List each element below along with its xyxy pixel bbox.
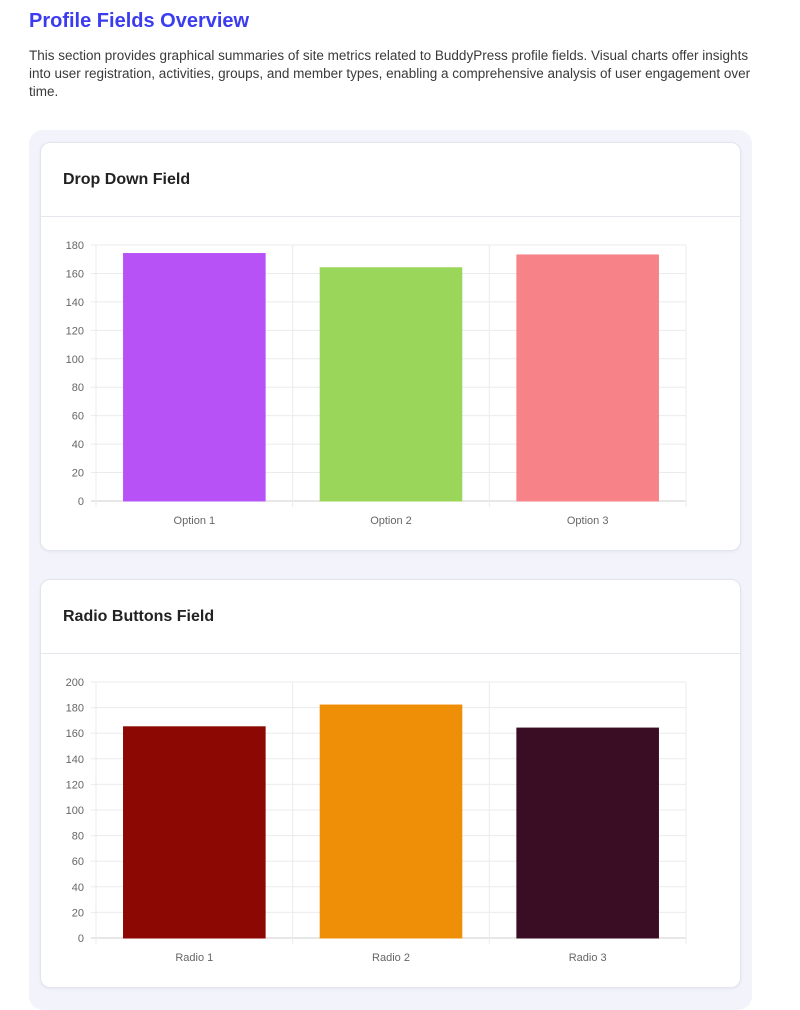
y-tick-label: 180 (66, 703, 84, 715)
y-tick-label: 0 (78, 933, 84, 945)
x-tick-label: Radio 1 (175, 952, 213, 964)
bar (319, 704, 463, 939)
y-tick-label: 160 (66, 268, 84, 280)
radio-buttons-field-card: Radio Buttons Field 0 20 40 60 80 100 120 140 16… (40, 579, 741, 988)
y-tick-label: 140 (66, 297, 84, 309)
x-tick-label: Option 1 (174, 515, 216, 527)
y-tick-label: 120 (66, 325, 84, 337)
y-tick-label: 40 (72, 882, 84, 894)
y-tick-label: 60 (72, 856, 84, 868)
y-tick-label: 40 (72, 439, 84, 451)
y-tick-label: 60 (72, 411, 84, 423)
y-tick-label: 80 (72, 382, 84, 394)
page-title: Profile Fields Overview (29, 10, 250, 32)
x-tick-label: Option 3 (567, 515, 609, 527)
page-description: This section provides graphical summarie… (29, 48, 751, 99)
y-tick-label: 0 (78, 496, 84, 508)
radio-buttons-field-chart: 0 20 40 60 80 100 120 140 160 180 200 Radio 1 Radio … (66, 677, 687, 964)
y-tick-label: 180 (66, 240, 84, 252)
x-tick-label: Option 2 (370, 515, 412, 527)
chart-title: Radio Buttons Field (63, 607, 215, 625)
y-tick-label: 140 (66, 754, 84, 766)
card-header: Drop Down Field (41, 143, 740, 217)
y-tick-label: 160 (66, 728, 84, 740)
bar (516, 254, 659, 502)
y-tick-label: 20 (72, 468, 84, 480)
y-tick-label: 100 (66, 354, 84, 366)
card-header: Radio Buttons Field (41, 580, 740, 654)
y-tick-label: 200 (66, 677, 84, 689)
bar (123, 253, 266, 502)
x-tick-label: Radio 2 (372, 952, 410, 964)
bar (516, 727, 659, 939)
bar (319, 267, 463, 502)
y-tick-label: 120 (66, 779, 84, 791)
y-tick-label: 20 (72, 907, 84, 919)
y-tick-label: 80 (72, 831, 84, 843)
x-tick-label: Radio 3 (569, 952, 607, 964)
dropdown-field-card: Drop Down Field 0 20 40 60 80 100 120 140 160 180… (40, 142, 741, 551)
y-tick-label: 100 (66, 805, 84, 817)
chart-title: Drop Down Field (63, 170, 191, 188)
bar (123, 726, 266, 939)
dropdown-field-chart: 0 20 40 60 80 100 120 140 160 180 Option 1 Option 2… (66, 240, 687, 527)
